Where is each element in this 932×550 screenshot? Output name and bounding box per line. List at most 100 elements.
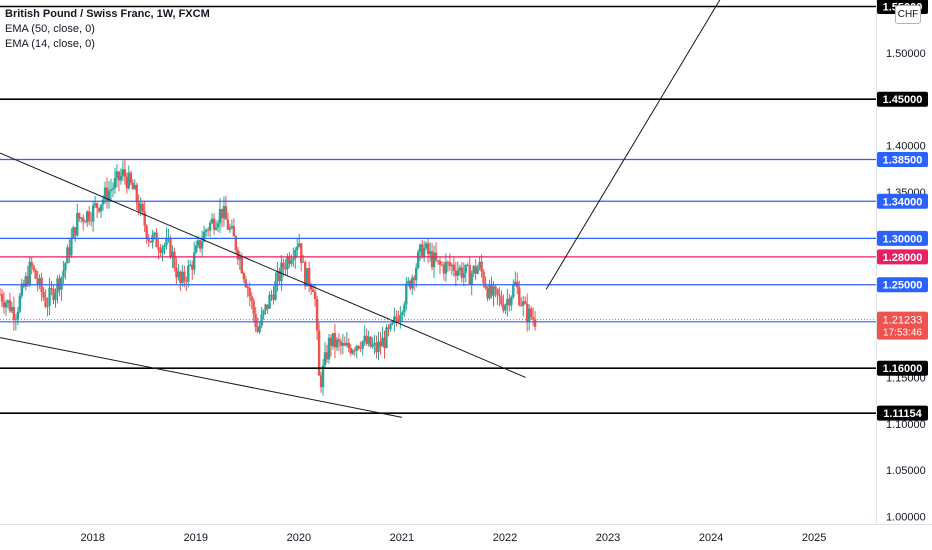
candle xyxy=(52,285,55,305)
candle-body xyxy=(60,277,63,290)
candle-body xyxy=(262,310,265,315)
candle xyxy=(157,239,160,260)
candle-body xyxy=(476,267,479,274)
level-label-text: 1.30000 xyxy=(883,233,923,245)
candle-body xyxy=(270,294,273,296)
candle xyxy=(80,216,83,223)
candle-body xyxy=(359,348,362,349)
x-tick-label: 2022 xyxy=(493,532,517,544)
candle-body xyxy=(335,339,339,348)
candle-body xyxy=(202,231,206,242)
candle xyxy=(329,334,333,357)
candle xyxy=(472,264,475,278)
candle-body xyxy=(524,301,527,304)
candle-body xyxy=(28,261,31,285)
indicator-ema-14[interactable]: EMA (14, close, 0) xyxy=(5,38,95,50)
candle-body xyxy=(454,270,458,276)
candle-body xyxy=(181,271,184,283)
candle-body xyxy=(198,240,202,249)
candle xyxy=(331,333,335,350)
candle xyxy=(371,337,374,349)
candle-body xyxy=(68,247,71,256)
level-label: 1.30000 xyxy=(877,230,928,246)
candle-body xyxy=(470,273,473,285)
candle-body xyxy=(131,182,134,190)
x-tick-label: 2024 xyxy=(699,532,723,544)
candle xyxy=(74,227,77,242)
candle xyxy=(432,245,436,279)
candle-body xyxy=(369,336,372,347)
candle-body xyxy=(161,247,164,253)
candle xyxy=(387,324,390,337)
candle xyxy=(87,206,91,226)
candle-body xyxy=(458,267,462,271)
candle xyxy=(64,261,67,280)
candle xyxy=(434,242,438,263)
candle-body xyxy=(10,307,14,312)
candle xyxy=(363,325,366,346)
level-label: 1.28000 xyxy=(877,249,928,265)
level-label-text: 1.45000 xyxy=(883,94,923,106)
candle-body xyxy=(381,337,384,347)
candle-body xyxy=(438,260,442,265)
candle-body xyxy=(290,260,293,264)
candle xyxy=(512,279,515,300)
candle xyxy=(78,212,81,222)
candle xyxy=(296,238,299,257)
candle-body xyxy=(474,265,477,274)
currency-badge[interactable]: CHF xyxy=(895,5,921,24)
candle-body xyxy=(82,217,85,222)
candle-body xyxy=(424,243,428,248)
y-tick-label: 1.00000 xyxy=(886,512,926,524)
candle xyxy=(403,301,406,318)
candle xyxy=(242,271,245,283)
candle xyxy=(113,167,117,195)
candle xyxy=(143,201,146,233)
candle xyxy=(2,291,6,314)
candle xyxy=(349,344,352,357)
candle xyxy=(272,286,275,305)
candle-body xyxy=(246,286,249,289)
candle-body xyxy=(353,350,356,352)
candle-body xyxy=(248,288,251,297)
candle xyxy=(86,210,89,227)
candle xyxy=(72,225,75,239)
candle-body xyxy=(365,335,368,344)
candle xyxy=(44,289,47,309)
candle-body xyxy=(254,313,257,328)
candle xyxy=(422,240,426,263)
candle xyxy=(353,347,356,357)
indicator-ema-50[interactable]: EMA (50, close, 0) xyxy=(5,23,95,35)
candle-body xyxy=(105,187,109,202)
candle xyxy=(62,260,65,284)
candle-body xyxy=(311,289,315,292)
candle xyxy=(8,292,12,314)
candle-body xyxy=(292,258,295,261)
candle xyxy=(373,334,376,355)
candle-body xyxy=(113,178,117,188)
candle-body xyxy=(147,238,150,242)
candle-body xyxy=(442,264,446,274)
candle xyxy=(504,303,507,315)
candle xyxy=(103,181,107,205)
candle xyxy=(208,220,212,238)
candle-body xyxy=(80,217,83,219)
current-price-value: 1.21233 xyxy=(883,315,923,327)
candle-body xyxy=(58,278,61,290)
candle-body xyxy=(375,342,378,353)
candle xyxy=(252,298,255,323)
candle xyxy=(191,260,194,280)
candle xyxy=(193,242,196,275)
candle xyxy=(335,337,339,352)
candle-body xyxy=(337,339,341,342)
candle xyxy=(101,195,105,211)
candle xyxy=(367,330,370,347)
candle xyxy=(204,228,208,237)
candle-body xyxy=(145,225,148,239)
candle-body xyxy=(50,288,53,289)
candle xyxy=(522,295,525,317)
symbol-title[interactable]: British Pound / Swiss Franc, 1W, FXCM xyxy=(5,8,210,20)
candle xyxy=(474,259,477,280)
candle xyxy=(531,307,535,327)
